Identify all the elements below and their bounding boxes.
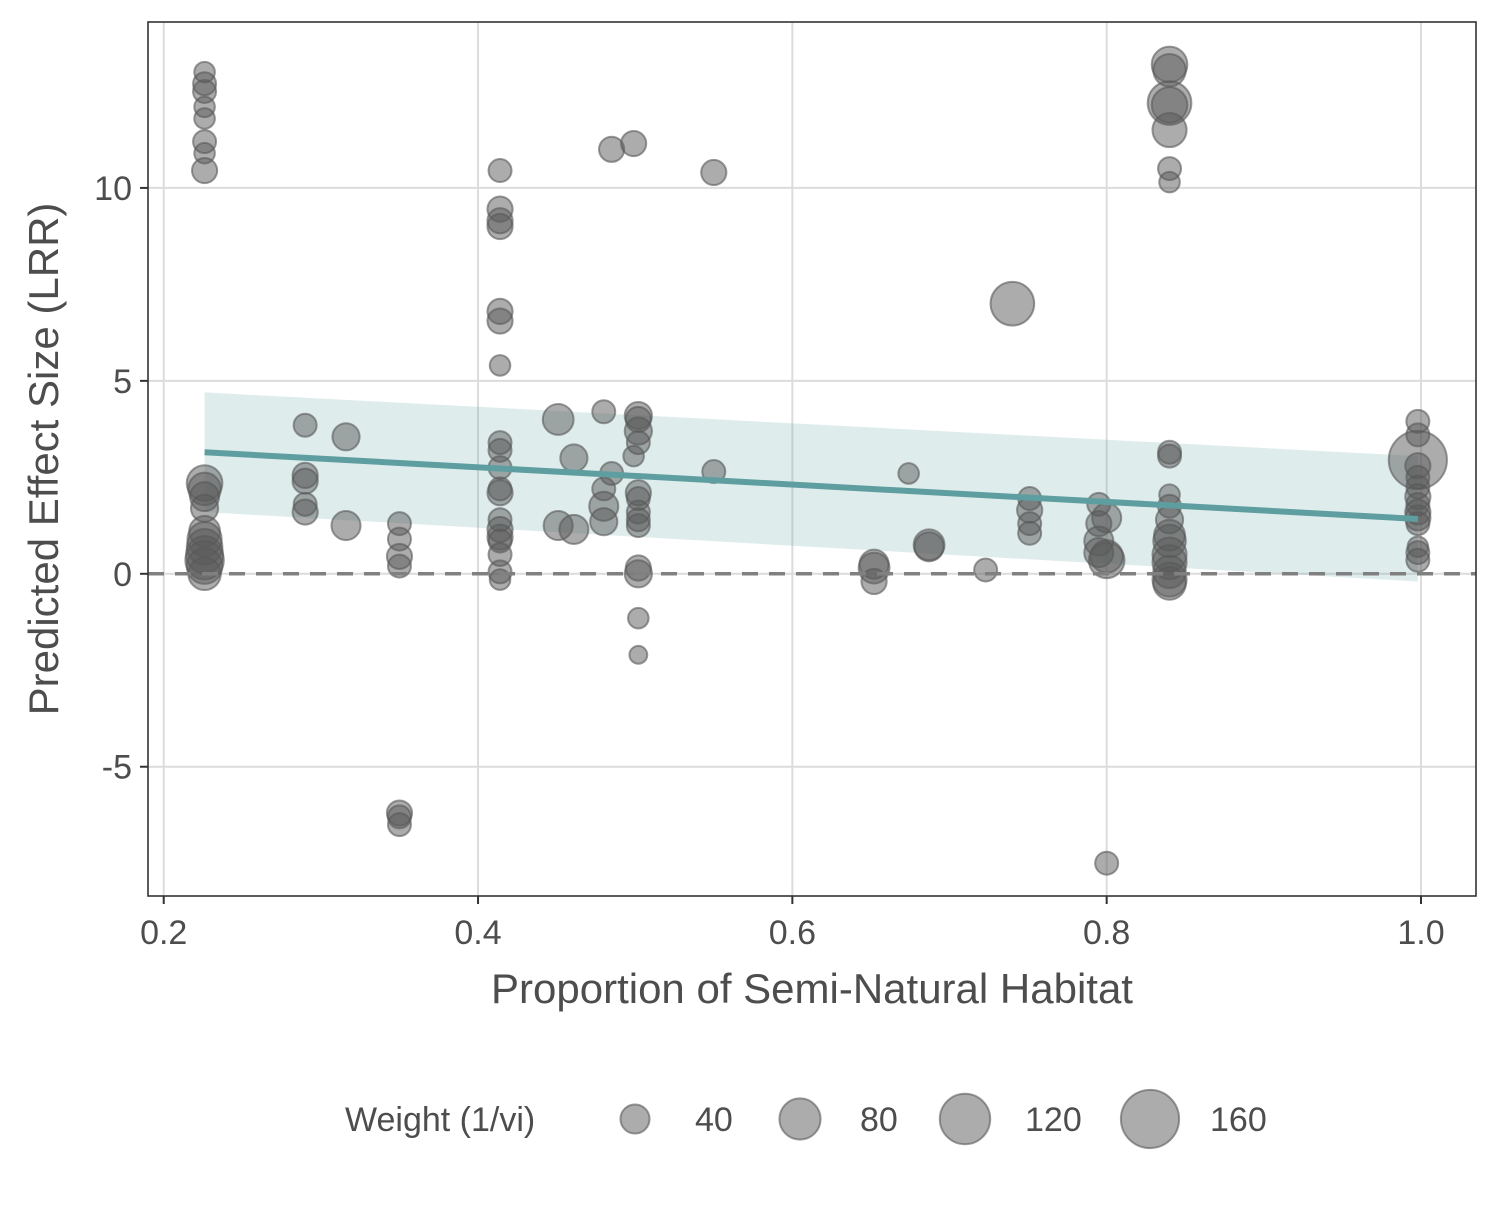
data-point	[897, 462, 920, 485]
data-point	[620, 129, 648, 158]
legend-key-circle	[938, 1092, 992, 1146]
data-point	[1151, 111, 1188, 149]
x-tick-label: 0.6	[769, 914, 816, 952]
x-axis-title: Proportion of Semi-Natural Habitat	[491, 965, 1133, 1012]
data-point	[1157, 443, 1183, 469]
y-tick-label: 5	[113, 363, 132, 401]
fit-line	[204, 449, 1419, 522]
legend: Weight (1/vi) 40 80 120 160	[345, 1088, 1267, 1150]
data-point	[291, 467, 319, 495]
data-point	[541, 403, 575, 436]
legend-title: Weight (1/vi)	[345, 1101, 535, 1139]
legend-entries: 40 80 120 160	[619, 1088, 1267, 1150]
data-point	[625, 430, 651, 456]
data-point	[558, 513, 590, 545]
data-point	[386, 812, 412, 838]
legend-label: 160	[1210, 1101, 1267, 1139]
data-point	[193, 107, 216, 130]
data-point	[591, 399, 617, 425]
data-point	[627, 606, 650, 630]
y-tick-label: -5	[102, 749, 132, 787]
data-point	[625, 513, 651, 539]
plot-frame	[147, 21, 1477, 897]
data-point	[292, 412, 318, 438]
data-point	[1017, 520, 1043, 546]
y-tick-label: 0	[113, 556, 132, 594]
data-point	[487, 158, 513, 184]
data-point	[488, 354, 512, 377]
y-tick-label: 10	[94, 170, 132, 208]
data-point	[190, 156, 219, 185]
data-point	[1091, 502, 1123, 534]
legend-key-circle	[619, 1103, 651, 1135]
data-point	[1158, 170, 1181, 194]
legend-label: 80	[860, 1101, 898, 1139]
data-point	[330, 510, 362, 542]
data-point	[700, 158, 728, 187]
data-point	[486, 212, 514, 241]
data-point	[486, 307, 514, 335]
data-point	[291, 498, 319, 526]
data-point	[331, 422, 361, 452]
data-point	[1405, 547, 1431, 573]
legend-key-circle	[1119, 1088, 1181, 1150]
fit-layer	[204, 449, 1419, 522]
data-point	[973, 557, 999, 583]
legend-label: 40	[695, 1101, 733, 1139]
x-tick-label: 1.0	[1397, 914, 1444, 952]
legend-label: 120	[1025, 1101, 1082, 1139]
data-point	[386, 553, 412, 579]
x-tick-label: 0.2	[140, 914, 187, 952]
data-point	[559, 443, 589, 473]
x-tick-label: 0.4	[454, 914, 501, 952]
data-point	[589, 507, 619, 537]
data-point	[913, 531, 945, 563]
data-point	[1089, 539, 1124, 574]
data-point	[989, 280, 1036, 327]
x-tick-label: 0.8	[1083, 914, 1130, 952]
legend-key-circle	[778, 1097, 822, 1141]
data-point	[628, 644, 649, 665]
data-point	[1094, 850, 1120, 876]
data-point	[486, 479, 514, 507]
y-axis-title: Predicted Effect Size (LRR)	[20, 203, 67, 716]
axis-layer: 0.2 0.4 0.6 0.8 1.0 -5 0 5 10	[94, 170, 1444, 952]
